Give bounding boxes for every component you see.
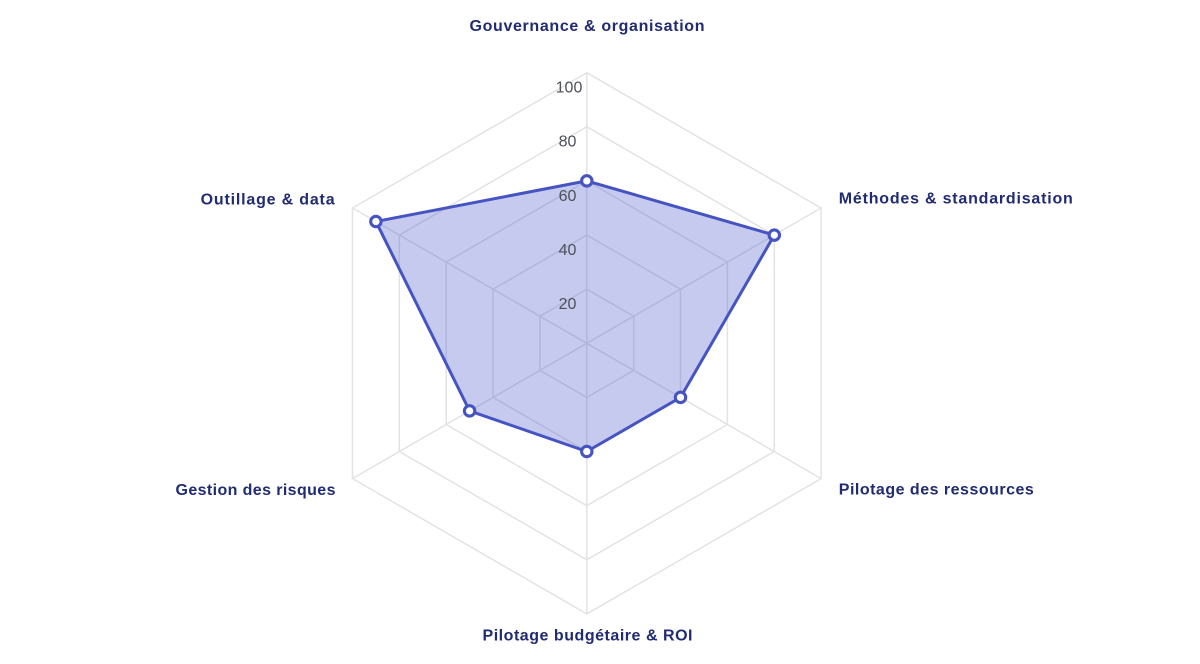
svg-text:Outillage & data: Outillage & data — [201, 191, 335, 208]
svg-text:Gouvernance & organisation: Gouvernance & organisation — [470, 18, 705, 35]
svg-text:Méthodes & standardisation: Méthodes & standardisation — [839, 191, 1073, 208]
svg-text:100: 100 — [556, 80, 583, 97]
svg-text:Pilotage des ressources: Pilotage des ressources — [839, 481, 1034, 498]
svg-text:80: 80 — [559, 134, 577, 151]
svg-text:Gestion des risques: Gestion des risques — [176, 482, 336, 499]
svg-text:40: 40 — [559, 242, 577, 259]
svg-text:60: 60 — [559, 188, 577, 205]
svg-text:Pilotage budgétaire & ROI: Pilotage budgétaire & ROI — [483, 628, 693, 645]
svg-text:20: 20 — [559, 296, 577, 313]
